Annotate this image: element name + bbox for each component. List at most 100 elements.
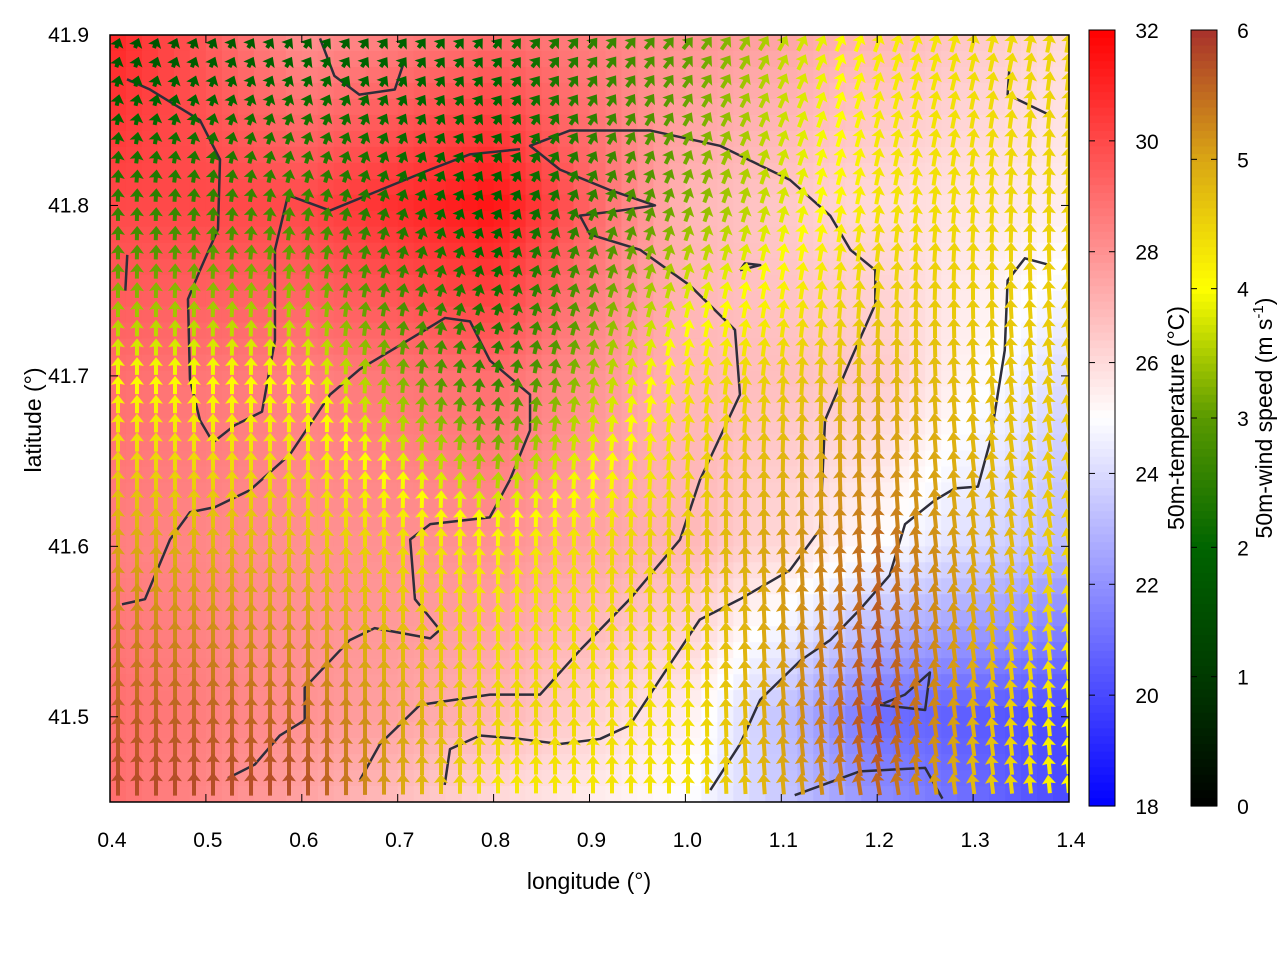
heatmap-cell	[669, 546, 686, 563]
heatmap-cell	[877, 98, 894, 116]
heatmap-cell	[957, 210, 974, 228]
heatmap-cell	[461, 562, 479, 579]
heatmap-cell	[973, 290, 990, 308]
heatmap-cell	[333, 82, 351, 100]
heatmap-cell	[157, 242, 175, 260]
heatmap-cell	[461, 162, 479, 180]
heatmap-cell	[157, 274, 175, 292]
heatmap-cell	[781, 50, 798, 68]
heatmap-cell	[125, 786, 143, 802]
heatmap-cell	[765, 706, 782, 723]
heatmap-cell	[669, 290, 686, 308]
heatmap-cell	[557, 786, 575, 802]
heatmap-cell	[765, 82, 782, 100]
heatmap-cell	[877, 514, 894, 531]
heatmap-cell	[957, 258, 974, 276]
heatmap-cell	[765, 386, 782, 404]
heatmap-cell	[110, 82, 127, 100]
heatmap-cell	[221, 194, 239, 212]
heatmap-cell	[349, 386, 367, 404]
heatmap-cell	[669, 226, 686, 244]
x-tick-label: 1.3	[960, 829, 989, 852]
heatmap-cell	[349, 210, 367, 228]
heatmap-cell	[253, 210, 271, 228]
heatmap-cell	[877, 466, 894, 484]
heatmap-cell	[461, 98, 479, 116]
heatmap-cell	[781, 210, 798, 228]
heatmap-cell	[461, 466, 479, 484]
heatmap-cell	[381, 306, 399, 324]
colorbar-segment	[1089, 61, 1115, 70]
heatmap-cell	[365, 274, 383, 292]
heatmap-cell	[733, 514, 750, 531]
heatmap-cell	[269, 50, 287, 68]
heatmap-cell	[765, 402, 782, 420]
heatmap-cell	[429, 82, 447, 100]
heatmap-cell	[653, 354, 671, 372]
heatmap-cell	[669, 66, 686, 84]
heatmap-cell	[173, 178, 191, 196]
heatmap-cell	[973, 194, 990, 212]
heatmap-cell	[685, 194, 702, 212]
heatmap-cell	[1053, 354, 1069, 372]
heatmap-cell	[157, 418, 175, 436]
heatmap-cell	[781, 418, 798, 436]
heatmap-cell	[957, 514, 974, 531]
heatmap-cell	[301, 402, 319, 420]
colorbar-segment	[1089, 84, 1115, 93]
heatmap-cell	[365, 210, 383, 228]
y-tick-label: 41.8	[48, 194, 89, 217]
heatmap-cell	[461, 498, 479, 515]
heatmap-cell	[925, 498, 942, 515]
heatmap-cell	[973, 546, 990, 563]
heatmap-cell	[125, 402, 143, 420]
heatmap-cell	[157, 754, 175, 771]
heatmap-cell	[461, 674, 479, 691]
heatmap-cell	[1053, 98, 1069, 116]
heatmap-cell	[877, 258, 894, 276]
heatmap-cell	[877, 114, 894, 132]
heatmap-cell	[861, 562, 878, 579]
heatmap-cell	[349, 242, 367, 260]
heatmap-cell	[541, 35, 559, 52]
colorbar-segment	[1089, 99, 1115, 109]
heatmap-cell	[477, 386, 495, 404]
x-tick-label: 1.0	[673, 829, 702, 852]
heatmap-cell	[1053, 50, 1069, 68]
heatmap-cell	[1053, 162, 1069, 180]
heatmap-cell	[365, 642, 383, 659]
heatmap-cell	[349, 418, 367, 436]
heatmap-cell	[157, 786, 175, 802]
heatmap-cell	[509, 274, 527, 292]
heatmap-cell	[733, 706, 750, 723]
heatmap-cell	[253, 242, 271, 260]
heatmap-cell	[765, 546, 782, 563]
heatmap-cell	[813, 98, 830, 116]
heatmap-cell	[957, 194, 974, 212]
heatmap-cell	[861, 82, 878, 100]
heatmap-cell	[573, 610, 591, 627]
heatmap-cell	[861, 514, 878, 531]
heatmap-cell	[269, 66, 287, 84]
heatmap-cell	[573, 546, 591, 563]
heatmap-cell	[125, 578, 143, 595]
heatmap-cell	[365, 290, 383, 308]
heatmap-cell	[973, 562, 990, 579]
heatmap-cell	[461, 354, 479, 372]
heatmap-cell	[861, 498, 878, 515]
heatmap-cell	[829, 514, 846, 531]
heatmap-cell	[269, 402, 287, 420]
heatmap-cell	[973, 498, 990, 515]
heatmap-cell	[765, 418, 782, 436]
heatmap-cell	[573, 498, 591, 515]
x-tick-label: 0.7	[385, 829, 414, 852]
heatmap-cell	[253, 450, 271, 468]
heatmap-cell	[749, 402, 766, 420]
heatmap-cell	[605, 498, 623, 515]
heatmap-cell	[173, 466, 191, 484]
heatmap-cell	[1053, 466, 1069, 484]
heatmap-cell	[669, 354, 686, 372]
heatmap-cell	[125, 546, 143, 563]
heatmap-cell	[557, 562, 575, 579]
